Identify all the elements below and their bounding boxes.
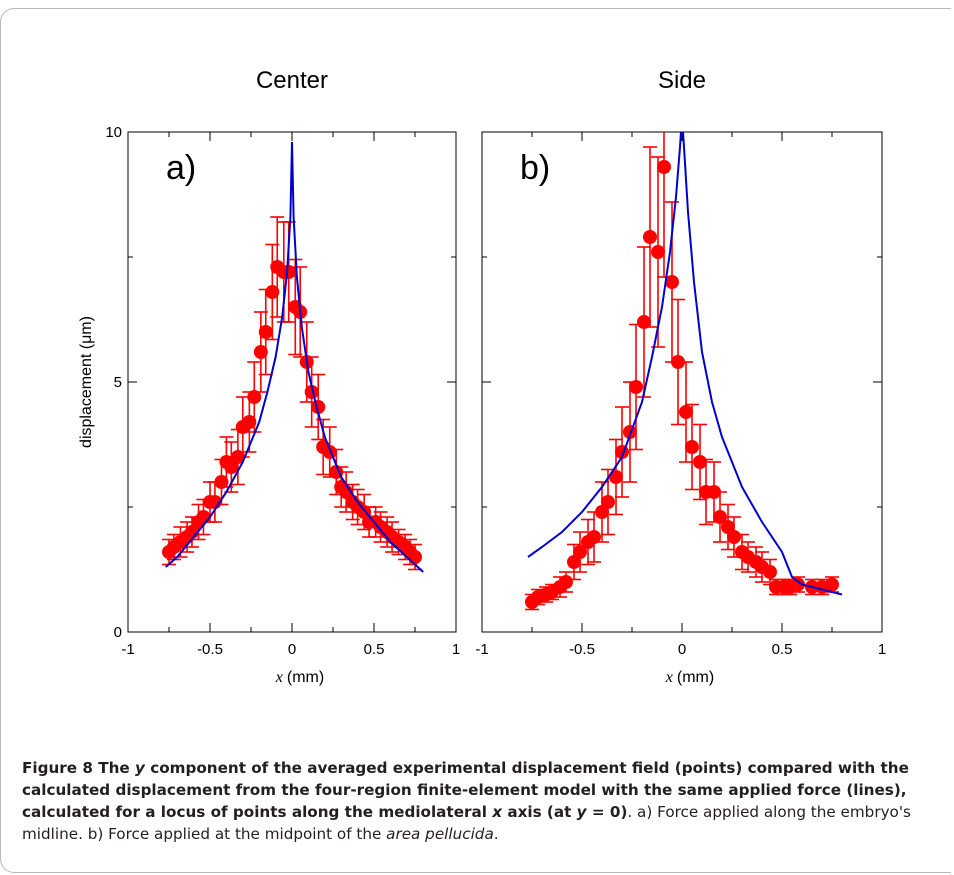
data-point <box>763 565 777 579</box>
model-line <box>165 141 424 573</box>
x-tick-label: -0.5 <box>197 641 223 658</box>
model-line <box>527 132 843 596</box>
data-point <box>224 460 239 474</box>
plot-frame <box>481 131 883 633</box>
data-point <box>727 530 741 544</box>
x-axis-unit: (mm) <box>287 669 324 686</box>
data-point <box>637 315 651 329</box>
data-point <box>408 550 422 564</box>
data-point <box>825 577 839 592</box>
caption-bold-2: component of the averaged experimental d… <box>22 759 909 821</box>
data-point <box>713 510 727 524</box>
y-tick-label: 5 <box>114 374 122 391</box>
data-point <box>707 485 721 499</box>
data-point <box>671 355 685 369</box>
data-point <box>311 400 326 414</box>
data-point <box>281 265 296 279</box>
x-tick-label: -1 <box>121 641 134 658</box>
data-point <box>587 530 601 544</box>
x-tick-label: 0 <box>678 641 686 658</box>
data-point <box>230 450 245 464</box>
plot-area <box>525 132 843 611</box>
x-axis-var: x <box>665 669 677 686</box>
x-tick-label: -0.5 <box>569 641 595 658</box>
data-point <box>601 495 615 509</box>
panel-letter: b) <box>520 149 550 187</box>
data-point <box>657 160 671 174</box>
data-point <box>693 455 707 469</box>
figure-caption: Figure 8 The y component of the averaged… <box>22 757 942 845</box>
x-tick-label: -1 <box>475 641 488 658</box>
data-point <box>643 230 657 244</box>
x-axis-label: x (mm) <box>665 669 714 686</box>
x-tick-label: 0.5 <box>364 641 385 658</box>
data-point <box>559 575 573 589</box>
data-point <box>623 425 637 439</box>
panel-letter: a) <box>166 149 196 187</box>
caption-label: Figure 8 <box>22 759 93 777</box>
data-point <box>665 275 679 289</box>
data-point <box>196 510 211 524</box>
data-point <box>573 545 587 559</box>
x-tick-label: 0 <box>288 641 296 658</box>
data-point <box>651 245 665 259</box>
data-point <box>679 405 693 419</box>
panel-title: Side <box>658 67 706 94</box>
caption-var-x: x <box>492 803 503 821</box>
y-tick-label: 10 <box>105 124 122 141</box>
data-point <box>791 577 805 592</box>
panel-side: -1 -0.5 0 0.5 1 Side b) x (mm) <box>475 67 886 686</box>
x-axis-var: x <box>275 669 287 686</box>
caption-bold-1: The <box>98 759 130 777</box>
data-point <box>247 390 262 404</box>
x-tick-label: 1 <box>878 641 886 658</box>
x-tick-label: 1 <box>452 641 460 658</box>
data-point <box>253 345 268 359</box>
caption-bold-3: axis (at <box>507 803 572 821</box>
caption-rest-1: . a) Force applied along the embryo's mi… <box>22 803 911 843</box>
y-tick-label: 0 <box>114 624 122 641</box>
x-axis-label: x (mm) <box>275 669 324 686</box>
caption-var-y2: y <box>576 803 587 821</box>
caption-rest-italic: area pellucida <box>386 825 494 843</box>
y-axis-label: displacement (μm) <box>78 316 95 448</box>
caption-var-y: y <box>135 759 145 777</box>
x-tick-label: 0.5 <box>772 641 793 658</box>
data-point <box>214 475 229 489</box>
plot-area <box>162 141 424 573</box>
data-point <box>629 380 643 394</box>
data-point <box>242 415 257 429</box>
figure-frame <box>0 8 951 873</box>
data-point <box>265 285 280 299</box>
data-point <box>304 385 319 399</box>
data-point <box>258 325 273 339</box>
panel-title: Center <box>256 67 328 94</box>
data-point <box>609 470 623 484</box>
x-axis-unit: (mm) <box>677 669 714 686</box>
caption-rest-2: . <box>493 825 499 843</box>
caption-bold-4: = 0) <box>591 803 628 821</box>
data-point <box>685 440 699 454</box>
